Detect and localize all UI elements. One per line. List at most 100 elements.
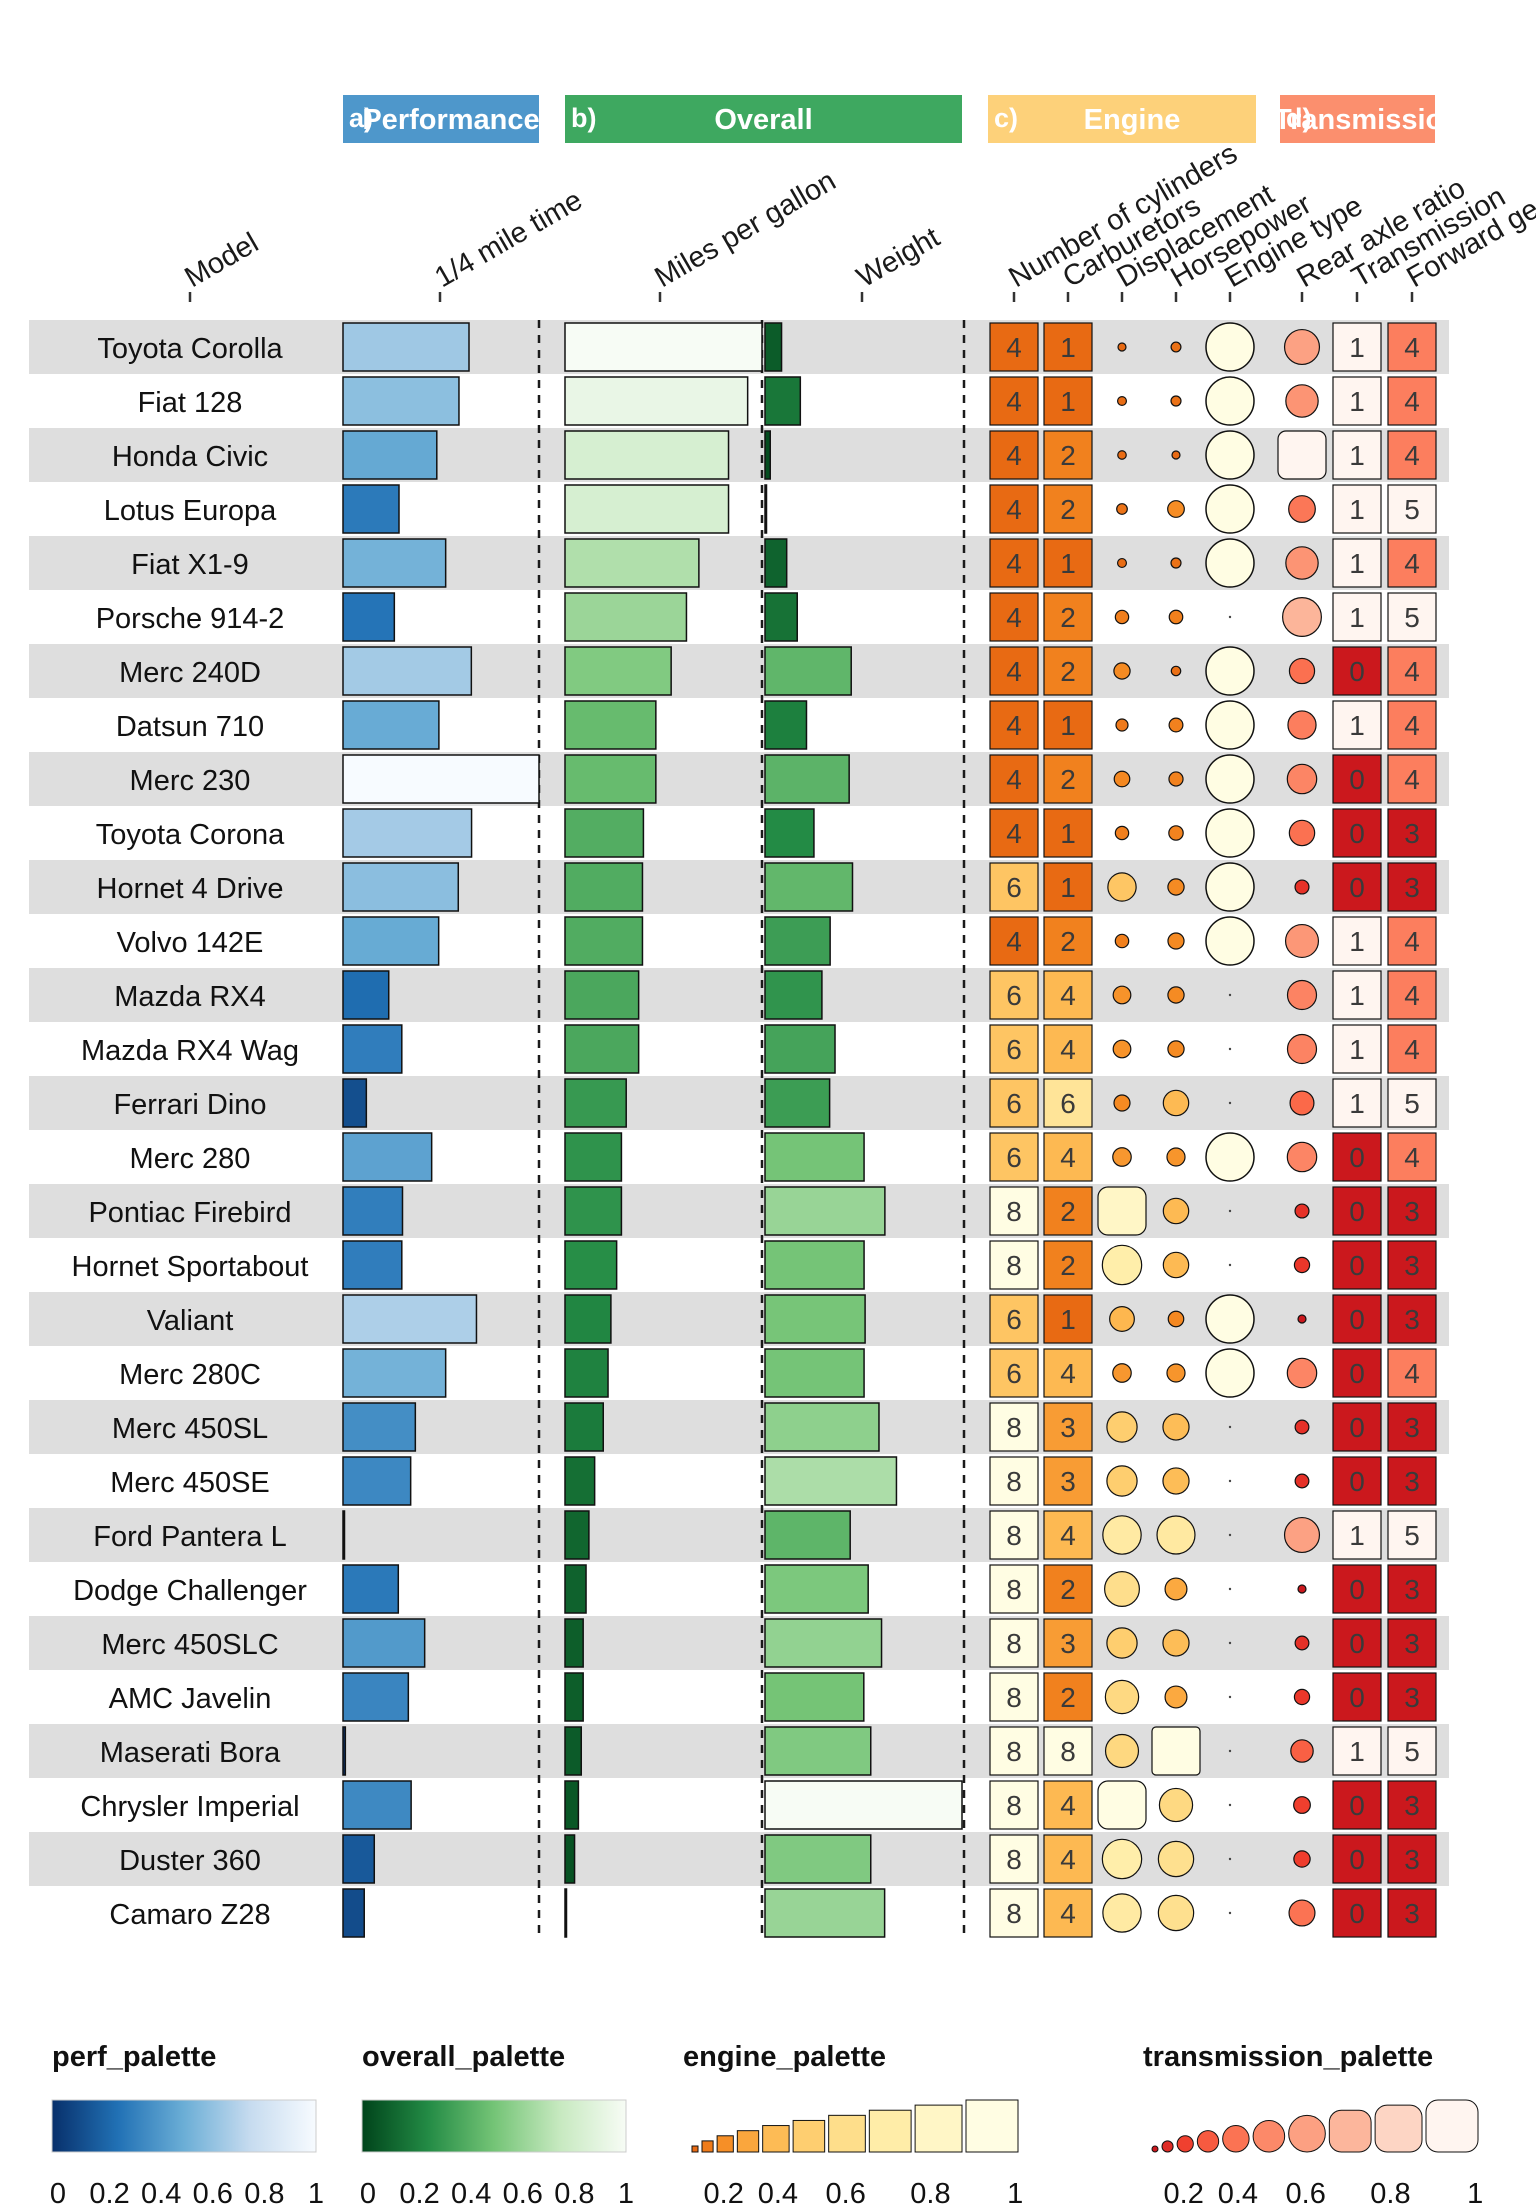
wt-bar <box>764 1402 880 1452</box>
model-label: Merc 230 <box>130 765 251 797</box>
gear-value: 3 <box>1404 1196 1420 1227</box>
cyl-value: 6 <box>1006 1304 1022 1335</box>
model-label: Merc 240D <box>119 657 261 689</box>
gear-square <box>1387 1024 1437 1074</box>
gear-square <box>1387 430 1437 480</box>
gear-value: 4 <box>1404 926 1420 957</box>
vs-circle <box>1205 1348 1255 1398</box>
disp-circle <box>1113 770 1131 788</box>
cyl-square <box>989 646 1039 696</box>
am-square <box>1332 862 1382 912</box>
wt-bar <box>764 1240 865 1290</box>
cyl-value: 8 <box>1006 1790 1022 1821</box>
legend-square <box>762 2125 790 2153</box>
carb-square <box>1043 592 1093 642</box>
model-label: Honda Civic <box>112 441 268 473</box>
legend-shape <box>1374 2104 1423 2153</box>
wt-bar <box>764 916 831 966</box>
drat-circle <box>1293 1688 1311 1706</box>
column-label-mpg: Miles per gallon <box>650 165 842 294</box>
legend-square <box>965 2099 1019 2153</box>
gear-square <box>1387 646 1437 696</box>
carb-square <box>1043 970 1093 1020</box>
gear-square <box>1387 862 1437 912</box>
table-row: AMC Javelin 8 2 0 3 <box>109 1672 1437 1722</box>
mpg-bar <box>564 1132 623 1182</box>
gear-square <box>1387 754 1437 804</box>
carb-value: 4 <box>1060 1790 1076 1821</box>
legend-tick: 0.8 <box>1370 2178 1410 2208</box>
legend-tick: 0.4 <box>758 2178 798 2208</box>
gear-square <box>1387 592 1437 642</box>
carb-square <box>1043 1834 1093 1884</box>
vs-dot <box>1228 1101 1232 1105</box>
table-row: Merc 450SL 8 3 0 3 <box>112 1402 1437 1452</box>
am-value: 0 <box>1349 764 1365 795</box>
carb-square <box>1043 538 1093 588</box>
mpg-bar <box>564 1078 627 1128</box>
carb-value: 3 <box>1060 1628 1076 1659</box>
am-value: 0 <box>1349 1574 1365 1605</box>
qsec-bar <box>342 538 447 588</box>
gear-square <box>1387 1240 1437 1290</box>
gear-value: 4 <box>1404 764 1420 795</box>
drat-circle <box>1283 328 1321 366</box>
wt-bar <box>764 1078 831 1128</box>
wt-bar <box>764 1618 883 1668</box>
cyl-square <box>989 376 1039 426</box>
drat-circle <box>1284 923 1320 959</box>
gear-value: 3 <box>1404 1412 1420 1443</box>
hp-circle <box>1166 1363 1186 1383</box>
carb-square <box>1043 862 1093 912</box>
vs-dot <box>1228 1479 1232 1483</box>
vs-circle <box>1205 430 1255 480</box>
am-square <box>1332 322 1382 372</box>
drat-circle <box>1286 763 1318 795</box>
mpg-bar <box>564 1672 584 1722</box>
disp-circle <box>1112 1039 1132 1059</box>
table-row: Duster 360 8 4 0 3 <box>119 1834 1437 1884</box>
cyl-value: 4 <box>1006 332 1022 363</box>
mpg-bar <box>564 376 749 426</box>
carb-square <box>1043 754 1093 804</box>
carb-value: 1 <box>1060 818 1076 849</box>
model-label: Toyota Corona <box>96 819 285 851</box>
drat-circle <box>1294 1473 1310 1489</box>
group-banner-perf <box>343 95 539 143</box>
gear-value: 4 <box>1404 332 1420 363</box>
legend-tick: 0.4 <box>141 2178 181 2208</box>
carb-value: 1 <box>1060 872 1076 903</box>
carb-square <box>1043 1078 1093 1128</box>
vs-circle <box>1205 862 1255 912</box>
vs-dot <box>1228 1749 1232 1753</box>
row-stripe <box>29 1508 1449 1562</box>
disp-circle <box>1106 1411 1138 1443</box>
model-label: Merc 280C <box>119 1359 261 1391</box>
cyl-value: 8 <box>1006 1736 1022 1767</box>
table-row: Chrysler Imperial 8 4 0 3 <box>80 1780 1437 1830</box>
carb-value: 6 <box>1060 1088 1076 1119</box>
carb-value: 2 <box>1060 656 1076 687</box>
wt-bar <box>764 1672 865 1722</box>
legend-shape <box>1425 2099 1479 2153</box>
hp-circle <box>1171 450 1181 460</box>
qsec-bar <box>342 484 400 534</box>
gear-square <box>1387 1672 1437 1722</box>
hp-circle <box>1162 1089 1190 1117</box>
legend-tick: 0.2 <box>399 2178 439 2208</box>
disp-circle <box>1102 1893 1142 1933</box>
drat-square <box>1277 430 1327 480</box>
drat-circle <box>1294 1635 1310 1651</box>
hp-circle <box>1167 986 1185 1004</box>
table-row: Porsche 914-2 4 2 1 5 <box>96 592 1437 642</box>
am-square <box>1332 1024 1382 1074</box>
table-row: Mazda RX4 Wag 6 4 1 4 <box>81 1024 1437 1074</box>
legend-tick: 1 <box>1467 2178 1483 2208</box>
hp-circle <box>1168 609 1184 625</box>
legend-tick: 0.6 <box>503 2178 543 2208</box>
drat-circle <box>1288 657 1316 685</box>
vs-dot <box>1228 1209 1232 1213</box>
qsec-bar <box>342 1726 347 1776</box>
